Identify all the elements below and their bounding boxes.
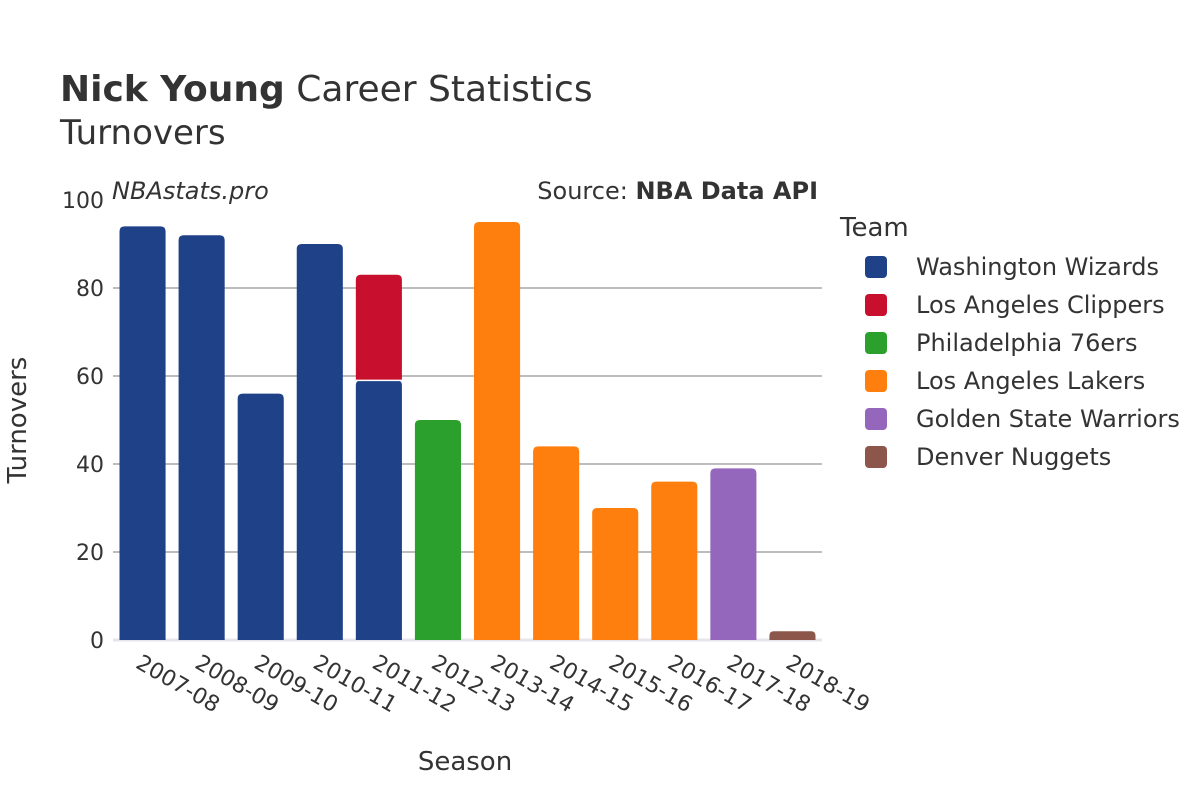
- legend-label: Los Angeles Clippers: [916, 291, 1165, 319]
- y-tick-label: 60: [76, 365, 104, 390]
- bar: [414, 420, 462, 640]
- legend-label: Golden State Warriors: [916, 405, 1180, 433]
- legend-swatch: [865, 332, 887, 354]
- legend-swatch: [865, 256, 887, 278]
- bar: [237, 393, 284, 640]
- bar: [296, 244, 343, 640]
- x-axis-title: Season: [418, 747, 512, 777]
- legend-swatch: [865, 446, 887, 468]
- title-rest: Career Statistics: [285, 69, 593, 110]
- chart-subtitle: Turnovers: [59, 113, 226, 153]
- y-tick-labels: 0 20 40 60 80 100: [62, 189, 104, 654]
- legend-label: Philadelphia 76ers: [916, 329, 1138, 357]
- bar: [710, 468, 757, 640]
- legend-swatch: [865, 370, 887, 392]
- source-note: Source: NBA Data API: [537, 177, 818, 205]
- legend-label: Los Angeles Lakers: [916, 367, 1145, 395]
- source-prefix: Source:: [537, 177, 635, 205]
- y-axis-title: Turnovers: [3, 357, 33, 485]
- bars: [119, 222, 816, 640]
- legend: Team Washington Wizards Los Angeles Clipp…: [839, 213, 1180, 471]
- bar: [178, 235, 225, 640]
- legend-swatch: [865, 408, 887, 430]
- legend-label: Washington Wizards: [916, 253, 1159, 281]
- source-name: NBA Data API: [635, 177, 818, 205]
- bar: [119, 226, 166, 640]
- bar: [355, 274, 402, 381]
- bar: [473, 222, 521, 640]
- legend-title: Team: [839, 213, 909, 243]
- y-tick-label: 80: [76, 277, 104, 302]
- bar: [592, 508, 639, 640]
- bar: [769, 631, 816, 640]
- chart-title: Nick Young Career Statistics: [60, 69, 593, 110]
- x-tick-labels: 2007-082008-092009-102010-112011-122012-…: [132, 651, 874, 719]
- y-tick-label: 20: [76, 541, 104, 566]
- grid: [113, 287, 822, 642]
- watermark: NBAstats.pro: [112, 177, 269, 205]
- bar: [651, 481, 698, 640]
- legend-label: Denver Nuggets: [916, 443, 1111, 471]
- bar: [533, 446, 580, 640]
- y-tick-label: 100: [62, 189, 104, 214]
- y-tick-label: 40: [76, 453, 104, 478]
- y-tick-label: 0: [90, 629, 104, 654]
- bar: [355, 380, 402, 640]
- legend-swatch: [865, 294, 887, 316]
- player-name: Nick Young: [60, 69, 285, 110]
